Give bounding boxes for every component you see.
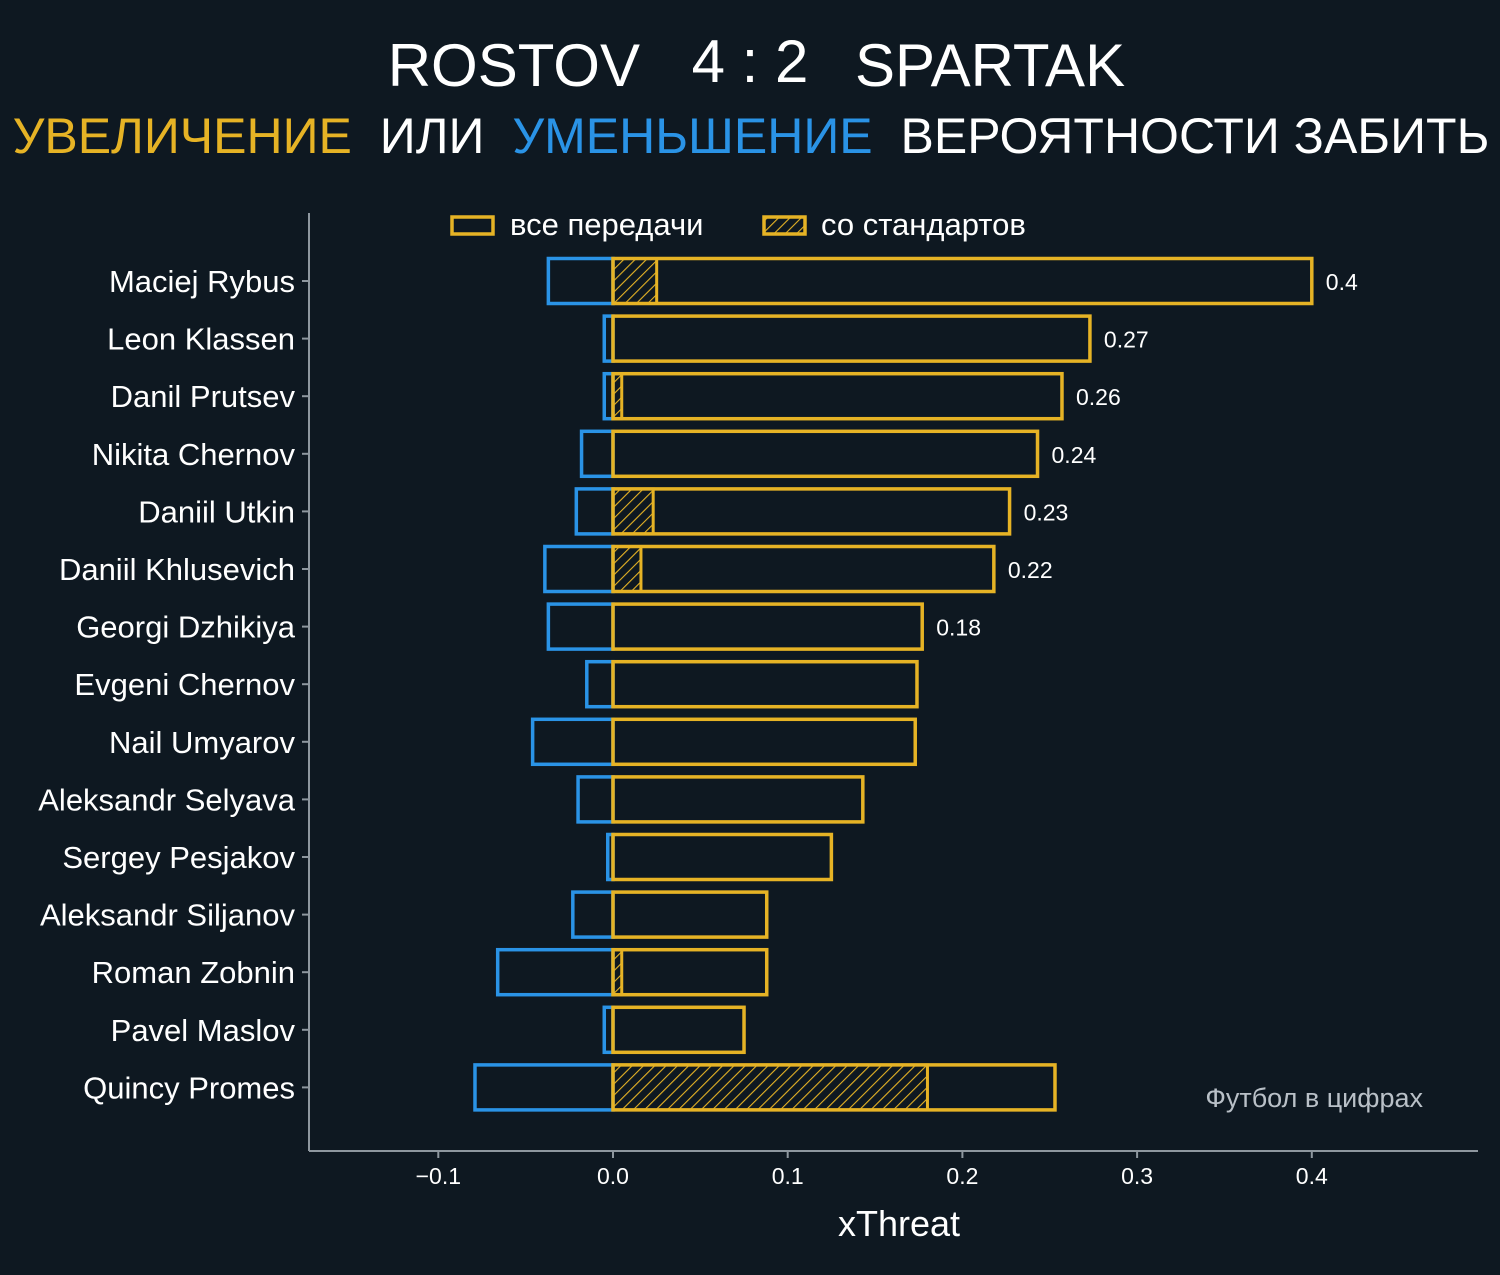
x-tick-label-0: −0.1 <box>416 1163 461 1189</box>
legend-label-all-passes: все передачи <box>510 207 703 242</box>
bar-negative-georgi-dzhikiya <box>546 602 615 651</box>
x-tick-label-2: 0.1 <box>772 1163 804 1189</box>
bar-positive-georgi-dzhikiya <box>611 602 924 651</box>
value-label-danil-prutsev: 0.26 <box>1076 384 1121 410</box>
title-away-team: SPARTAK <box>855 32 1125 99</box>
bar-positive-sergey-pesjakov <box>611 832 834 882</box>
bar-positive-roman-zobnin <box>611 947 769 997</box>
player-label-daniil-utkin: Daniil Utkin <box>138 494 295 529</box>
bar-negative-quincy-promes <box>473 1063 615 1112</box>
bar-positive-leon-klassen <box>611 314 1092 363</box>
watermark: Футбол в цифрах <box>1205 1083 1423 1113</box>
bars-group: 0.4 0.27 0.26 0.24 0.23 0.22 0.18 <box>473 256 1358 1112</box>
subtitle-rest: ВЕРОЯТНОСТИ ЗАБИТЬ <box>901 108 1490 164</box>
bar-negative-nail-umyarov <box>530 717 615 767</box>
title-score: 4 : 2 <box>692 28 809 95</box>
player-label-maciej-rybus: Maciej Rybus <box>109 264 295 299</box>
bar-positive-pavel-maslov <box>611 1005 746 1055</box>
legend: все передачи со стандартов <box>450 207 1026 242</box>
player-label-nikita-chernov: Nikita Chernov <box>92 437 296 472</box>
player-label-danil-prutsev: Danil Prutsev <box>111 379 296 414</box>
player-label-georgi-dzhikiya: Georgi Dzhikiya <box>76 610 296 645</box>
legend-label-set-pieces: со стандартов <box>821 207 1026 242</box>
value-label-daniil-utkin: 0.23 <box>1024 499 1069 525</box>
bar-negative-aleksandr-siljanov <box>571 890 615 939</box>
player-label-quincy-promes: Quincy Promes <box>83 1070 295 1105</box>
subtitle-decrease: УМЕНЬШЕНИЕ <box>512 108 872 164</box>
x-axis-title: xThreat <box>838 1203 960 1244</box>
bar-setpiece-daniil-utkin <box>611 487 655 536</box>
value-label-nikita-chernov: 0.24 <box>1052 442 1097 468</box>
bar-negative-evgeni-chernov <box>585 659 615 709</box>
value-label-georgi-dzhikiya: 0.18 <box>936 615 981 641</box>
player-label-roman-zobnin: Roman Zobnin <box>92 955 295 990</box>
player-label-aleksandr-selyava: Aleksandr Selyava <box>38 782 296 817</box>
value-label-daniil-khlusevich: 0.22 <box>1008 557 1053 583</box>
bar-positive-nikita-chernov <box>611 429 1040 479</box>
subtitle: УВЕЛИЧЕНИЕ ИЛИ УМЕНЬШЕНИЕ ВЕРОЯТНОСТИ ЗА… <box>13 108 1490 164</box>
bar-positive-aleksandr-selyava <box>611 775 865 824</box>
player-label-evgeni-chernov: Evgeni Chernov <box>74 667 295 702</box>
bar-positive-daniil-khlusevich <box>611 544 996 594</box>
x-tick-label-4: 0.3 <box>1121 1163 1153 1189</box>
player-label-sergey-pesjakov: Sergey Pesjakov <box>62 840 295 875</box>
player-label-daniil-khlusevich: Daniil Khlusevich <box>59 552 295 587</box>
bar-positive-daniil-utkin <box>611 487 1012 536</box>
player-label-leon-klassen: Leon Klassen <box>107 322 295 357</box>
x-tick-label-3: 0.2 <box>946 1163 978 1189</box>
bar-negative-aleksandr-selyava <box>576 775 615 824</box>
bar-negative-nikita-chernov <box>579 429 615 479</box>
title-home-team: ROSTOV <box>388 32 640 99</box>
bar-setpiece-maciej-rybus <box>611 257 659 305</box>
player-label-nail-umyarov: Nail Umyarov <box>109 725 296 760</box>
legend-swatch-all-passes <box>450 215 495 236</box>
bar-positive-nail-umyarov <box>611 717 917 767</box>
bar-negative-daniil-utkin <box>574 487 615 536</box>
x-tick-label-1: 0.0 <box>597 1163 629 1189</box>
y-axis-ticks: Maciej Rybus Leon Klassen Danil Prutsev Nik… <box>38 264 309 1105</box>
player-label-pavel-maslov: Pavel Maslov <box>111 1013 296 1048</box>
bar-positive-quincy-promes <box>611 1063 1057 1112</box>
bar-positive-aleksandr-siljanov <box>611 890 769 939</box>
bar-negative-roman-zobnin <box>495 947 615 997</box>
bar-setpiece-daniil-khlusevich <box>611 545 643 593</box>
bar-positive-evgeni-chernov <box>611 659 919 709</box>
bar-negative-daniil-khlusevich <box>543 544 615 594</box>
subtitle-or: ИЛИ <box>380 108 485 164</box>
subtitle-increase: УВЕЛИЧЕНИЕ <box>13 108 352 164</box>
player-label-aleksandr-siljanov: Aleksandr Siljanov <box>40 898 296 933</box>
bar-setpiece-quincy-promes <box>611 1063 929 1112</box>
value-label-leon-klassen: 0.27 <box>1104 327 1149 353</box>
bar-negative-maciej-rybus <box>546 256 615 306</box>
bar-positive-maciej-rybus <box>611 256 1314 306</box>
x-axis-ticks: −0.1 0.0 0.1 0.2 0.3 0.4 <box>416 1151 1328 1189</box>
x-tick-label-5: 0.4 <box>1296 1163 1328 1189</box>
value-label-maciej-rybus: 0.4 <box>1326 269 1358 295</box>
bar-positive-danil-prutsev <box>611 371 1064 421</box>
legend-swatch-set-pieces <box>762 215 807 236</box>
